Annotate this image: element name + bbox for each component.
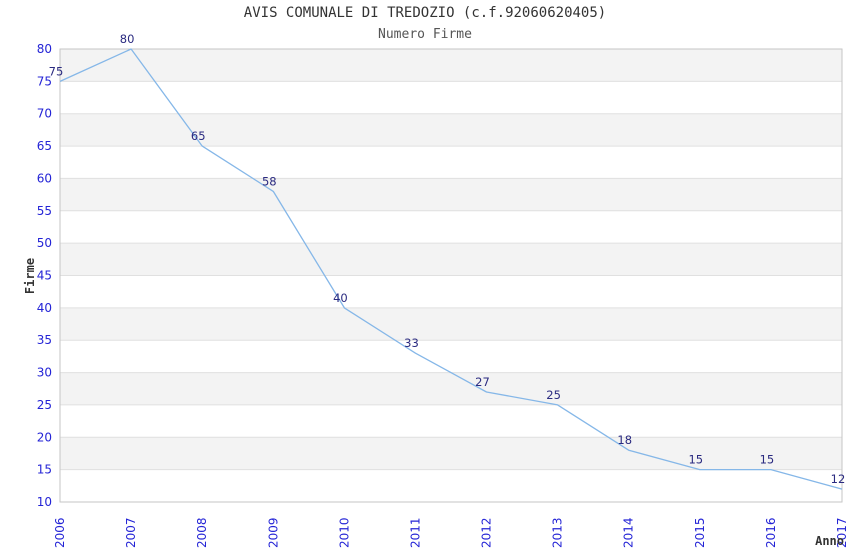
plot-border [59, 48, 843, 503]
data-point-label: 12 [831, 472, 846, 486]
plot-band [60, 307, 842, 341]
x-tick-label: 2014 [622, 517, 636, 548]
plot-band [60, 113, 842, 147]
data-point-label: 15 [760, 453, 775, 467]
x-tick-label: 2008 [195, 517, 209, 548]
y-tick-label: 80 [37, 42, 52, 56]
y-tick-label: 60 [37, 171, 52, 185]
y-tick-label: 55 [37, 204, 52, 218]
plot-band [60, 178, 842, 211]
y-tick-label: 10 [37, 495, 52, 509]
x-tick-label: 2007 [124, 517, 138, 548]
data-point-label: 65 [191, 129, 206, 143]
y-tick-label: 35 [37, 333, 52, 347]
y-tick-label: 50 [37, 236, 52, 250]
data-point-label: 80 [120, 32, 135, 46]
y-tick-label: 70 [37, 107, 52, 121]
y-tick-label: 45 [37, 269, 52, 283]
x-tick-label: 2009 [266, 517, 280, 548]
x-tick-label: 2016 [764, 517, 778, 548]
plot-band [60, 243, 842, 276]
plot-band [60, 372, 842, 405]
data-point-label: 75 [49, 64, 64, 78]
data-point-label: 40 [333, 291, 348, 305]
x-tick-label: 2013 [551, 517, 565, 548]
chart-subtitle: Numero Firme [378, 27, 472, 42]
y-axis-title: Firme [23, 258, 37, 294]
x-axis-title: Anno [815, 534, 844, 548]
data-point-label: 25 [546, 388, 561, 402]
y-tick-label: 65 [37, 139, 52, 153]
data-point-label: 18 [617, 433, 632, 447]
data-point-label: 27 [475, 375, 490, 389]
y-tick-label: 15 [37, 463, 52, 477]
x-tick-label: 2017 [835, 517, 849, 548]
y-tick-label: 40 [37, 301, 52, 315]
data-point-label: 33 [404, 336, 419, 350]
x-tick-label: 2011 [409, 517, 423, 548]
x-tick-label: 2006 [53, 517, 67, 548]
data-point-label: 58 [262, 174, 277, 188]
series-line [59, 48, 843, 490]
x-tick-label: 2010 [337, 517, 351, 548]
x-tick-label: 2012 [480, 517, 494, 548]
chart-title: AVIS COMUNALE DI TREDOZIO (c.f.920606204… [243, 5, 607, 21]
y-tick-label: 30 [37, 366, 52, 380]
y-tick-label: 20 [37, 430, 52, 444]
y-tick-label: 25 [37, 398, 52, 412]
plot-band [60, 49, 842, 82]
x-tick-label: 2015 [693, 517, 707, 548]
y-tick-label: 75 [37, 74, 52, 88]
plot-band [60, 437, 842, 470]
data-point-label: 15 [688, 453, 703, 467]
